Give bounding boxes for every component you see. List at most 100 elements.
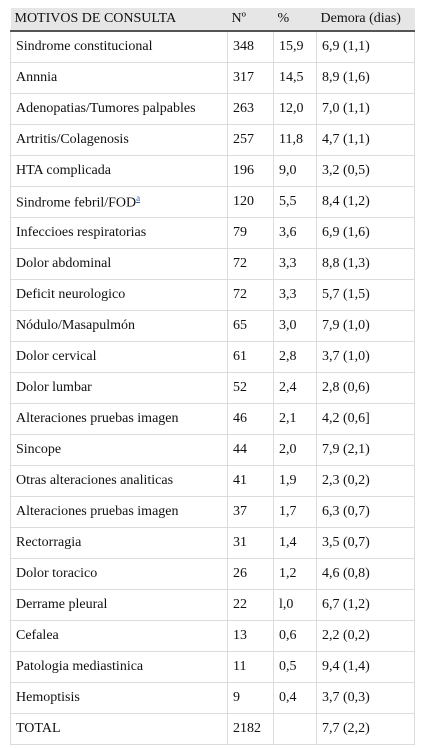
header-cell: Demora (dias) xyxy=(316,8,415,32)
table-cell: 257 xyxy=(227,124,274,156)
table-cell: Derrame pleural xyxy=(10,589,228,621)
table-row: Hemoptisis 9 0,4 3,7 (0,3) xyxy=(10,682,415,714)
table-cell: 61 xyxy=(227,341,274,373)
table-cell: 2,8 (0,6) xyxy=(316,372,415,404)
table-row: Artritis/Colagenosis 257 11,8 4,7 (1,1) xyxy=(10,124,415,156)
empty-cell xyxy=(273,713,317,745)
table-cell: 1,2 xyxy=(273,558,317,590)
table-row: Alteraciones pruebas imagen 46 2,1 4,2 (0,6… xyxy=(10,403,415,435)
header-cell: MOTIVOS DE CONSULTA xyxy=(10,8,228,32)
table-cell: 4,6 (0,8) xyxy=(316,558,415,590)
header-text: Nº xyxy=(231,11,246,26)
table-row: Sindrome constitucional 348 15,9 6,9 (1,1) xyxy=(10,30,415,63)
table-cell: 1,7 xyxy=(273,496,317,528)
table-cell: Nódulo/Masapulmón xyxy=(10,310,228,342)
table-cell: Rectorragia xyxy=(10,527,228,559)
table-cell: 348 xyxy=(227,30,274,63)
table-cell: 31 xyxy=(227,527,274,559)
table-cell: Artritis/Colagenosis xyxy=(10,124,228,156)
table-row: Cefalea 13 0,6 2,2 (0,2) xyxy=(10,620,415,652)
table-cell: 317 xyxy=(227,62,274,94)
table-cell: 120 xyxy=(227,186,274,218)
table-row: Dolor abdominal 72 3,3 8,8 (1,3) xyxy=(10,248,415,280)
table-cell: 196 xyxy=(227,155,274,187)
table-cell: 72 xyxy=(227,248,274,280)
table-cell: 22 xyxy=(227,589,274,621)
footnote-marker[interactable]: a xyxy=(136,192,141,203)
table-cell: 0,6 xyxy=(273,620,317,652)
table-row: Annnia 317 14,5 8,9 (1,6) xyxy=(10,62,415,94)
table-cell: 9 xyxy=(227,682,274,714)
table-row: Infeccioes respiratorias 79 3,6 6,9 (1,6) xyxy=(10,217,415,249)
header-cell: % xyxy=(273,8,317,32)
table-cell: 3,0 xyxy=(273,310,317,342)
table-cell: 7,9 (2,1) xyxy=(316,434,415,466)
table-cell: 5,7 (1,5) xyxy=(316,279,415,311)
table-cell: 4,7 (1,1) xyxy=(316,124,415,156)
header-cell: Nº xyxy=(227,8,274,32)
table-cell: 7,0 (1,1) xyxy=(316,93,415,125)
table-cell: 8,9 (1,6) xyxy=(316,62,415,94)
table-cell: 37 xyxy=(227,496,274,528)
table-cell: 65 xyxy=(227,310,274,342)
table-cell: 7,7 (2,2) xyxy=(316,713,415,745)
table-cell: Dolor lumbar xyxy=(10,372,228,404)
table-cell: 2,8 xyxy=(273,341,317,373)
table-cell: Alteraciones pruebas imagen xyxy=(10,496,228,528)
table-cell: Adenopatias/Tumores palpables xyxy=(10,93,228,125)
table-cell: 1,4 xyxy=(273,527,317,559)
table-cell: 15,9 xyxy=(273,30,317,63)
table-row: Dolor toracico 26 1,2 4,6 (0,8) xyxy=(10,558,415,590)
table-cell: Dolor abdominal xyxy=(10,248,228,280)
table-cell: Deficit neurologico xyxy=(10,279,228,311)
table-cell: Hemoptisis xyxy=(10,682,228,714)
table-cell: 79 xyxy=(227,217,274,249)
table-row: Derrame pleural 22 l,0 6,7 (1,2) xyxy=(10,589,415,621)
table-cell: 2,2 (0,2) xyxy=(316,620,415,652)
table-cell: Dolor cervical xyxy=(10,341,228,373)
table-cell: 3,6 xyxy=(273,217,317,249)
table-cell: 3,3 xyxy=(273,279,317,311)
table-cell: 13 xyxy=(227,620,274,652)
table-row: HTA complicada 196 9,0 3,2 (0,5) xyxy=(10,155,415,187)
table-row: TOTAL 2182 7,7 (2,2) xyxy=(10,713,415,745)
table-cell: 263 xyxy=(227,93,274,125)
table-cell: 12,0 xyxy=(273,93,317,125)
table-cell: 46 xyxy=(227,403,274,435)
table-cell: Sincope xyxy=(10,434,228,466)
table-cell: Patologia mediastinica xyxy=(10,651,228,683)
table-row: Dolor cervical 61 2,8 3,7 (1,0) xyxy=(10,341,415,373)
table-cell: Cefalea xyxy=(10,620,228,652)
table-cell: 4,2 (0,6] xyxy=(316,403,415,435)
table-cell: 9,0 xyxy=(273,155,317,187)
table-cell: Infeccioes respiratorias xyxy=(10,217,228,249)
table-cell: 11,8 xyxy=(273,124,317,156)
table-cell: 52 xyxy=(227,372,274,404)
table-body: Sindrome constitucional 348 15,9 6,9 (1,1) A… xyxy=(10,30,415,745)
table-cell: 2182 xyxy=(227,713,274,745)
header-row: MOTIVOS DE CONSULTA Nº% Demora (dias) xyxy=(10,8,415,32)
table-cell: Annnia xyxy=(10,62,228,94)
table-cell: 11 xyxy=(227,651,274,683)
table-cell: 1,9 xyxy=(273,465,317,497)
table-cell: 5,5 xyxy=(273,186,317,218)
table-cell: 3,3 xyxy=(273,248,317,280)
table-row: Rectorragia 31 1,4 3,5 (0,7) xyxy=(10,527,415,559)
table-row: Sincope 44 2,0 7,9 (2,1) xyxy=(10,434,415,466)
table-cell: 2,4 xyxy=(273,372,317,404)
table-row: Sindrome febril/FODa 120 5,5 8,4 (1,2) xyxy=(10,186,415,218)
table-cell: 6,3 (0,7) xyxy=(316,496,415,528)
table-cell: 3,5 (0,7) xyxy=(316,527,415,559)
table-cell: 3,2 (0,5) xyxy=(316,155,415,187)
table-row: Otras alteraciones analiticas 41 1,9 2,3 (0… xyxy=(10,465,415,497)
table-cell: 14,5 xyxy=(273,62,317,94)
table-cell: TOTAL xyxy=(10,713,228,745)
table-cell: l,0 xyxy=(273,589,317,621)
table-cell: 6,9 (1,1) xyxy=(316,30,415,63)
table-cell: 0,5 xyxy=(273,651,317,683)
table-cell: 2,3 (0,2) xyxy=(316,465,415,497)
table-row: Alteraciones pruebas imagen 37 1,7 6,3 (0,7… xyxy=(10,496,415,528)
table-row: Patologia mediastinica 11 0,5 9,4 (1,4) xyxy=(10,651,415,683)
table-cell: 6,9 (1,6) xyxy=(316,217,415,249)
